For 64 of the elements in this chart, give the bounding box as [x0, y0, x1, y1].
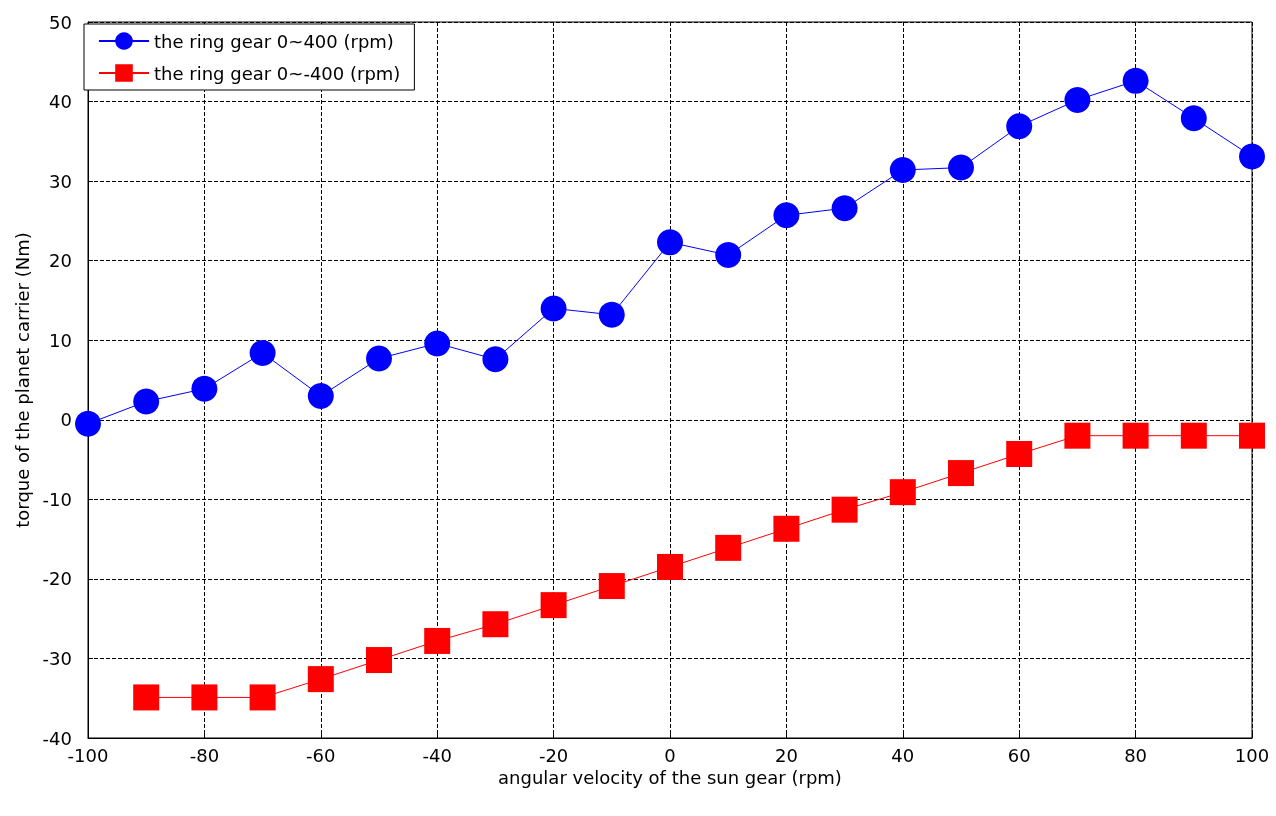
y-tick-label: 50 [49, 11, 72, 33]
x-tick-label: -80 [189, 744, 220, 766]
legend-label: the ring gear 0~-400 (rpm) [154, 62, 401, 84]
y-tick-label: 10 [49, 329, 72, 351]
y-tick-label: 40 [49, 91, 72, 113]
point [540, 592, 567, 619]
point [1006, 113, 1033, 140]
x-tick-label: 80 [1124, 744, 1148, 766]
x-tick-label: 40 [891, 744, 915, 766]
point [715, 534, 742, 561]
x-tick-label: 60 [1007, 744, 1031, 766]
point [307, 382, 334, 409]
point [191, 375, 218, 402]
point [598, 301, 625, 328]
point [773, 202, 800, 229]
y-tick-label: -20 [42, 568, 72, 590]
point [1006, 440, 1033, 467]
point [133, 684, 160, 711]
point [1180, 105, 1207, 132]
point [948, 460, 974, 487]
x-tick-label: -20 [538, 744, 569, 766]
point [366, 345, 392, 372]
point [482, 346, 509, 373]
point [657, 553, 683, 580]
point [424, 627, 451, 654]
y-tick-label: 30 [49, 170, 72, 192]
point [366, 647, 392, 674]
legend-label: the ring gear 0~400 (rpm) [154, 30, 394, 52]
point [598, 573, 625, 600]
y-axis-title: torque of the planet carrier (Nm) [12, 232, 34, 528]
point [249, 684, 276, 711]
point [889, 479, 916, 506]
point [424, 330, 451, 357]
point [1180, 422, 1207, 449]
point [715, 242, 742, 269]
point [1064, 86, 1091, 113]
point [889, 156, 916, 183]
point [133, 388, 160, 415]
x-tick-label: 0 [664, 744, 676, 766]
point [540, 295, 567, 322]
point [249, 339, 276, 366]
point [75, 410, 101, 437]
x-axis-title: angular velocity of the sun gear (rpm) [498, 767, 842, 789]
point [1122, 67, 1149, 94]
point [948, 154, 974, 181]
y-tick-label: 20 [49, 250, 72, 272]
point [1239, 143, 1265, 170]
point [482, 611, 509, 638]
point [831, 496, 858, 523]
y-tick-label: -30 [42, 647, 72, 669]
y-tick-label: 0 [60, 409, 72, 431]
point [1064, 422, 1091, 449]
y-tick-label: -10 [42, 488, 72, 510]
point [1239, 422, 1265, 449]
point [657, 229, 683, 256]
point [191, 684, 218, 711]
point [831, 195, 858, 222]
point [1122, 422, 1149, 449]
x-tick-label: -40 [422, 744, 452, 766]
x-tick-label: 20 [774, 744, 798, 766]
x-tick-label: -60 [306, 744, 336, 766]
point [773, 515, 800, 542]
x-tick-label: 100 [1234, 744, 1270, 766]
point [307, 666, 334, 693]
